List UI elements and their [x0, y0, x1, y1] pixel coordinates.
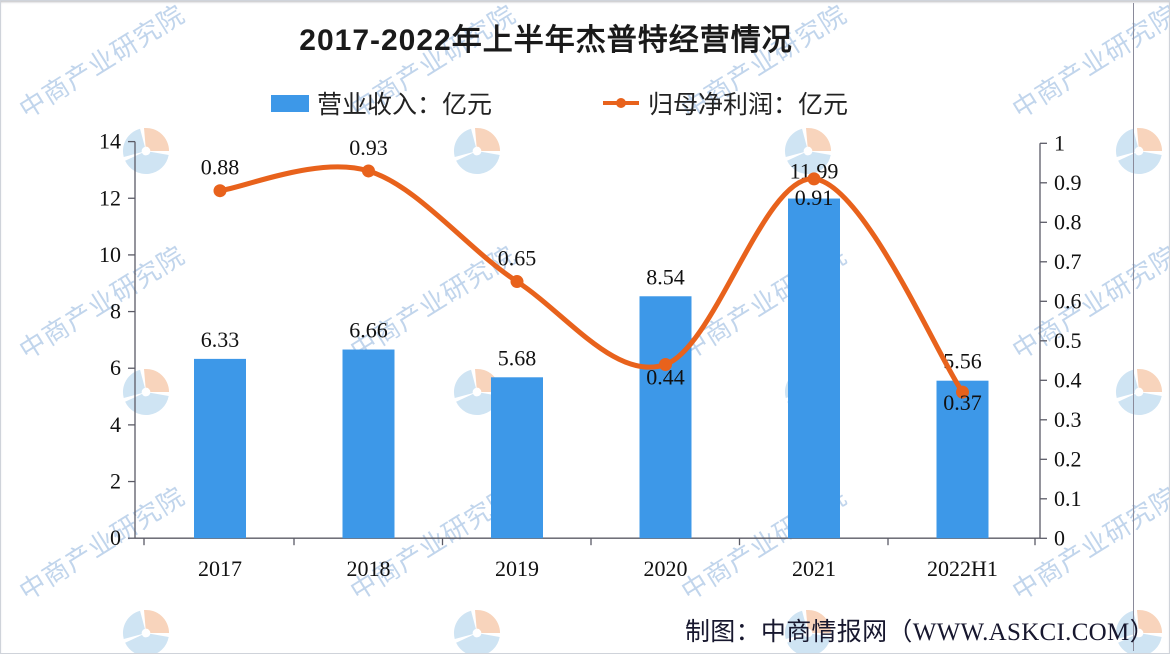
svg-text:4: 4	[110, 412, 121, 437]
svg-text:0.88: 0.88	[201, 155, 240, 180]
svg-text:0.91: 0.91	[795, 185, 834, 210]
svg-text:10: 10	[99, 242, 121, 267]
svg-text:0.2: 0.2	[1054, 446, 1082, 471]
svg-text:0: 0	[110, 525, 121, 550]
svg-text:2018: 2018	[347, 556, 391, 581]
svg-text:0: 0	[1054, 525, 1065, 550]
svg-text:0.37: 0.37	[943, 390, 982, 415]
svg-text:12: 12	[99, 185, 121, 210]
svg-text:0.93: 0.93	[349, 135, 388, 160]
svg-text:8: 8	[110, 299, 121, 324]
svg-text:2017: 2017	[198, 556, 242, 581]
svg-text:6.33: 6.33	[201, 327, 240, 352]
svg-text:0.65: 0.65	[498, 246, 537, 271]
svg-text:2022H1: 2022H1	[927, 556, 998, 581]
svg-text:6.66: 6.66	[349, 318, 388, 343]
svg-text:5.68: 5.68	[498, 345, 537, 370]
svg-text:2: 2	[110, 469, 121, 494]
svg-text:14: 14	[99, 129, 121, 154]
svg-text:2020: 2020	[644, 556, 688, 581]
svg-text:0.9: 0.9	[1054, 170, 1082, 195]
svg-text:0.3: 0.3	[1054, 407, 1082, 432]
svg-text:1: 1	[1054, 130, 1065, 155]
svg-text:6: 6	[110, 355, 121, 380]
svg-text:0.44: 0.44	[646, 365, 685, 390]
svg-text:0.5: 0.5	[1054, 328, 1082, 353]
svg-text:0.1: 0.1	[1054, 486, 1082, 511]
svg-text:2021: 2021	[792, 556, 836, 581]
svg-text:8.54: 8.54	[646, 264, 685, 289]
svg-text:0.8: 0.8	[1054, 209, 1082, 234]
svg-text:2019: 2019	[495, 556, 539, 581]
svg-text:0.4: 0.4	[1054, 367, 1082, 392]
svg-text:0.7: 0.7	[1054, 249, 1082, 274]
svg-text:0.6: 0.6	[1054, 288, 1082, 313]
